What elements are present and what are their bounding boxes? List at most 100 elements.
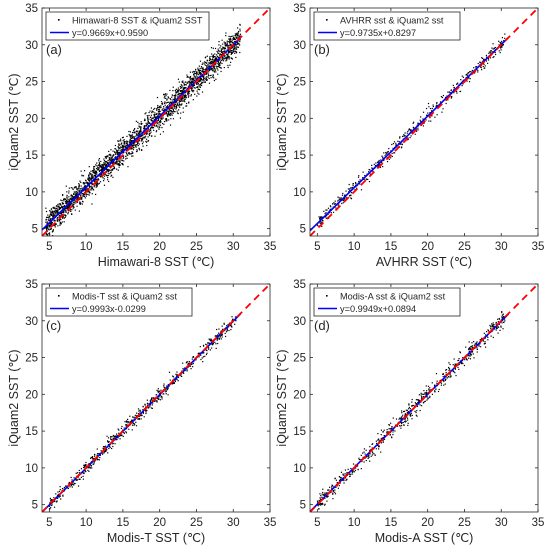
data-point bbox=[226, 43, 228, 46]
data-point bbox=[165, 391, 167, 393]
data-point bbox=[233, 48, 235, 50]
data-point bbox=[172, 376, 175, 378]
data-point bbox=[138, 126, 141, 128]
data-point bbox=[351, 186, 353, 189]
data-point bbox=[200, 72, 202, 74]
data-point bbox=[125, 158, 127, 160]
data-point bbox=[331, 485, 334, 487]
legend-entry: y=0.9993x-0.0299 bbox=[72, 304, 146, 314]
data-point bbox=[357, 176, 360, 178]
data-point bbox=[376, 442, 378, 445]
data-point bbox=[91, 186, 93, 188]
data-point bbox=[160, 105, 162, 107]
data-point bbox=[109, 445, 111, 448]
data-point bbox=[71, 213, 73, 215]
data-point bbox=[112, 150, 114, 152]
data-point bbox=[149, 122, 151, 124]
data-point bbox=[228, 57, 230, 59]
data-point bbox=[448, 367, 450, 370]
data-point bbox=[500, 326, 502, 328]
data-point bbox=[180, 104, 183, 106]
data-point bbox=[67, 202, 69, 204]
data-point bbox=[54, 224, 56, 226]
data-point bbox=[131, 134, 134, 136]
data-point bbox=[62, 210, 64, 212]
data-point bbox=[436, 101, 438, 104]
data-point bbox=[73, 206, 75, 209]
data-point bbox=[220, 334, 222, 336]
data-point bbox=[166, 388, 168, 390]
data-point bbox=[199, 79, 201, 82]
data-point bbox=[369, 446, 371, 448]
data-point bbox=[177, 91, 179, 93]
data-point bbox=[427, 112, 429, 114]
data-point bbox=[433, 385, 436, 387]
data-point bbox=[135, 146, 137, 148]
data-point bbox=[228, 52, 230, 54]
data-point bbox=[501, 322, 503, 324]
data-point bbox=[197, 82, 199, 85]
data-point bbox=[155, 117, 157, 119]
data-point bbox=[435, 105, 437, 107]
data-point bbox=[113, 435, 116, 437]
data-point bbox=[217, 69, 219, 71]
data-point bbox=[233, 42, 235, 44]
data-point bbox=[461, 85, 463, 87]
data-point bbox=[126, 144, 128, 147]
data-point bbox=[118, 156, 121, 158]
data-point bbox=[234, 33, 236, 35]
data-point bbox=[85, 188, 87, 190]
data-point bbox=[127, 421, 129, 423]
data-point bbox=[410, 415, 412, 417]
data-point bbox=[494, 51, 496, 54]
data-point bbox=[234, 323, 236, 325]
data-point bbox=[84, 182, 86, 184]
data-point bbox=[146, 123, 148, 125]
data-point bbox=[166, 385, 168, 387]
data-point bbox=[122, 140, 124, 142]
data-point bbox=[143, 127, 146, 129]
data-point bbox=[350, 197, 352, 199]
data-point bbox=[371, 451, 374, 453]
data-point bbox=[343, 474, 345, 476]
data-point bbox=[468, 354, 470, 356]
data-point bbox=[147, 117, 149, 119]
data-point bbox=[199, 60, 202, 62]
data-point bbox=[96, 453, 99, 455]
data-point bbox=[61, 216, 64, 218]
data-point bbox=[224, 45, 227, 47]
data-point bbox=[140, 128, 142, 130]
data-point bbox=[464, 359, 466, 361]
data-point bbox=[70, 210, 72, 212]
data-point bbox=[46, 230, 48, 232]
data-point bbox=[176, 378, 178, 380]
data-point bbox=[191, 71, 194, 73]
data-point bbox=[46, 229, 48, 231]
data-point bbox=[128, 133, 130, 136]
data-point bbox=[112, 176, 114, 178]
data-point bbox=[202, 68, 204, 70]
data-point bbox=[125, 421, 128, 423]
data-point bbox=[70, 187, 72, 189]
data-point bbox=[398, 418, 400, 420]
data-point bbox=[50, 504, 52, 507]
data-point bbox=[76, 479, 78, 481]
data-point bbox=[408, 128, 410, 130]
data-point bbox=[67, 213, 69, 215]
data-point bbox=[91, 203, 93, 205]
data-point bbox=[325, 212, 327, 214]
data-point bbox=[161, 109, 164, 111]
legend: Himawari-8 SST & iQuam2 SSTy=0.9669x+0.9… bbox=[45, 11, 210, 41]
data-point bbox=[445, 369, 448, 371]
data-point bbox=[119, 164, 121, 166]
data-point bbox=[184, 87, 186, 89]
data-point bbox=[108, 158, 110, 161]
data-point bbox=[68, 206, 70, 208]
data-point bbox=[392, 143, 395, 145]
data-point bbox=[111, 436, 113, 438]
data-point bbox=[83, 472, 85, 474]
data-point bbox=[152, 127, 154, 129]
data-point bbox=[230, 325, 233, 327]
data-point bbox=[103, 160, 105, 162]
data-point bbox=[144, 406, 147, 408]
